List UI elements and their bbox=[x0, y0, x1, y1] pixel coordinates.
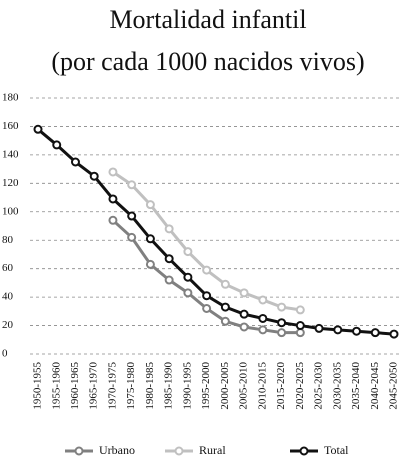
series-line bbox=[112, 170, 301, 312]
point bbox=[108, 194, 118, 204]
point bbox=[277, 328, 287, 338]
point bbox=[220, 316, 230, 326]
point bbox=[295, 328, 305, 338]
point bbox=[258, 295, 268, 305]
point bbox=[70, 157, 80, 167]
point bbox=[202, 303, 212, 313]
point bbox=[220, 279, 230, 289]
x-tick-label: 2000-2005 bbox=[219, 362, 231, 410]
y-tick-label: 40 bbox=[2, 291, 14, 303]
point bbox=[352, 326, 362, 336]
point bbox=[314, 323, 324, 333]
y-tick-label: 60 bbox=[2, 262, 14, 274]
legend-marker bbox=[74, 446, 84, 456]
y-tick-label: 120 bbox=[2, 177, 19, 189]
point bbox=[295, 305, 305, 315]
point bbox=[202, 291, 212, 301]
x-tick-label: 1985-1990 bbox=[163, 362, 175, 410]
chart-subtitle: (por cada 1000 nacidos vivos) bbox=[51, 47, 364, 76]
y-tick-label: 20 bbox=[2, 319, 14, 331]
x-tick-label: 1955-1960 bbox=[50, 362, 62, 410]
y-tick-label: 100 bbox=[2, 205, 19, 217]
point bbox=[220, 302, 230, 312]
point bbox=[164, 254, 174, 264]
point bbox=[295, 321, 305, 331]
point bbox=[389, 329, 399, 339]
point bbox=[333, 325, 343, 335]
point bbox=[164, 275, 174, 285]
point bbox=[127, 180, 137, 190]
point bbox=[145, 259, 155, 269]
point bbox=[239, 309, 249, 319]
point bbox=[164, 224, 174, 234]
y-tick-label: 160 bbox=[2, 120, 19, 132]
legend-label: Rural bbox=[199, 443, 226, 457]
point bbox=[239, 288, 249, 298]
point bbox=[183, 272, 193, 282]
x-tick-label: 2035-2040 bbox=[350, 362, 362, 410]
point bbox=[127, 232, 137, 242]
x-tick-label: 2045-2050 bbox=[388, 362, 400, 410]
point bbox=[370, 328, 380, 338]
x-tick-label: 1950-1955 bbox=[32, 362, 44, 410]
y-tick-label: 180 bbox=[2, 92, 19, 104]
chart-title: Mortalidad infantil bbox=[109, 5, 306, 34]
x-tick-label: 1965-1970 bbox=[88, 362, 100, 410]
point bbox=[277, 318, 287, 328]
point bbox=[145, 234, 155, 244]
point bbox=[89, 171, 99, 181]
legend-marker bbox=[299, 446, 309, 456]
series-line bbox=[111, 219, 301, 335]
x-tick-label: 2030-2035 bbox=[331, 362, 343, 410]
x-tick-label: 1960-1965 bbox=[69, 362, 81, 410]
legend-label: Urbano bbox=[99, 443, 135, 457]
point bbox=[108, 215, 118, 225]
x-tick-label: 1980-1985 bbox=[144, 362, 156, 410]
point bbox=[183, 288, 193, 298]
x-tick-label: 1995-2000 bbox=[200, 362, 212, 410]
point bbox=[202, 265, 212, 275]
point bbox=[258, 313, 268, 323]
x-tick-label: 2005-2010 bbox=[238, 362, 250, 410]
x-tick-label: 2020-2025 bbox=[294, 362, 306, 410]
x-tick-label: 2025-2030 bbox=[313, 362, 325, 410]
point bbox=[277, 302, 287, 312]
x-tick-label: 2010-2015 bbox=[256, 362, 268, 410]
point bbox=[258, 325, 268, 335]
y-tick-label: 80 bbox=[2, 234, 14, 246]
point bbox=[33, 124, 43, 134]
point bbox=[183, 247, 193, 257]
point bbox=[108, 167, 118, 177]
series-line bbox=[37, 128, 395, 336]
legend-label: Total bbox=[324, 443, 349, 457]
x-tick-label: 1990-1995 bbox=[181, 362, 193, 410]
x-tick-label: 2015-2020 bbox=[275, 362, 287, 410]
x-tick-label: 1975-1980 bbox=[125, 362, 137, 410]
x-tick-label: 1970-1975 bbox=[106, 362, 118, 410]
point bbox=[145, 200, 155, 210]
point bbox=[239, 322, 249, 332]
y-tick-label: 140 bbox=[2, 148, 19, 160]
legend-marker bbox=[174, 446, 184, 456]
x-tick-label: 2040-2045 bbox=[369, 362, 381, 410]
point bbox=[127, 211, 137, 221]
y-tick-label: 0 bbox=[2, 348, 8, 360]
point bbox=[52, 140, 62, 150]
